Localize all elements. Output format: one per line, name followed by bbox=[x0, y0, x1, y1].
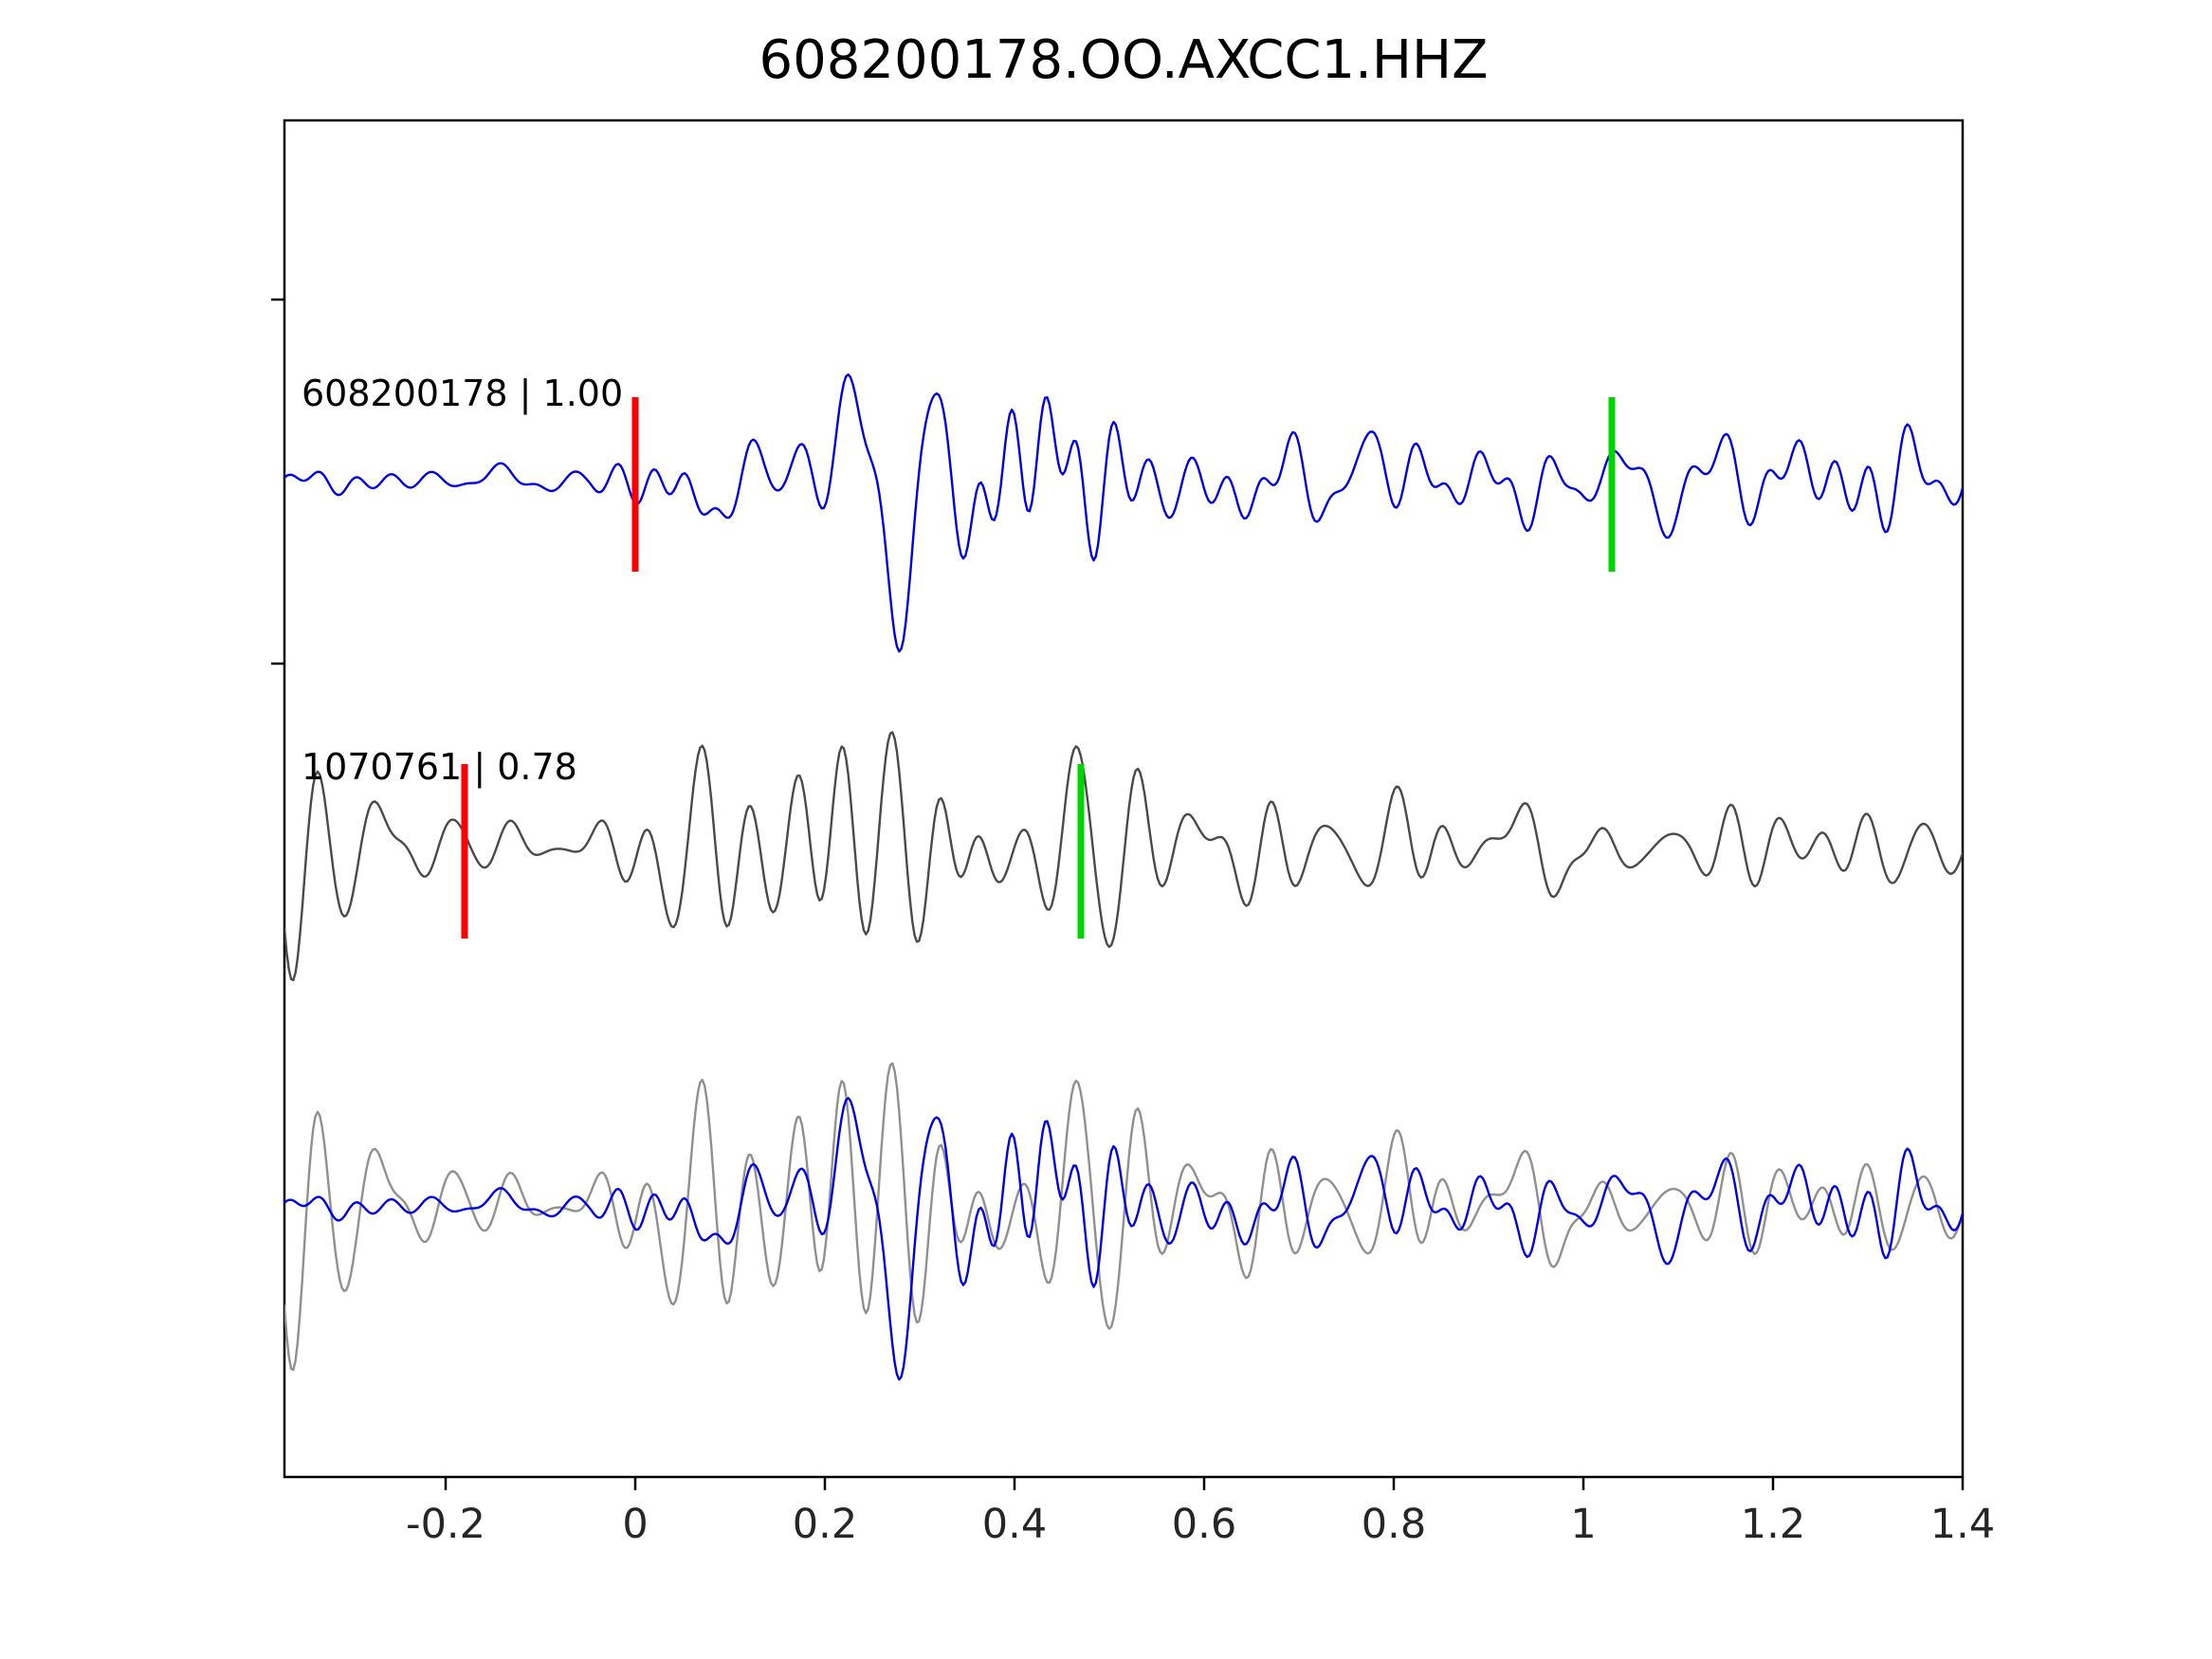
x-tick-label: 0 bbox=[622, 1501, 648, 1548]
x-tick-label: 1.2 bbox=[1741, 1501, 1805, 1548]
trace-608200178 bbox=[284, 373, 1963, 653]
x-tick-label: 1.4 bbox=[1930, 1501, 1995, 1548]
x-tick-label: -0.2 bbox=[406, 1501, 485, 1548]
x-tick-label: 0.6 bbox=[1172, 1501, 1236, 1548]
trace-1070761 bbox=[284, 731, 1963, 982]
plot-dynamic-layer: -0.2 0 0.2 0.4 0.6 0.8 1 1.2 1.4 bbox=[271, 298, 1995, 1548]
overlay-trace-608200178 bbox=[284, 1097, 1963, 1381]
x-tick-label: 1 bbox=[1570, 1501, 1596, 1548]
x-tick-label: 0.8 bbox=[1362, 1501, 1426, 1548]
trace-label-1070761: 1070761 | 0.78 bbox=[302, 746, 577, 789]
figure-title: 608200178.OO.AXCC1.HHZ bbox=[759, 29, 1489, 91]
x-tick-label: 0.2 bbox=[793, 1501, 857, 1548]
trace-label-608200178: 608200178 | 1.00 bbox=[302, 373, 623, 415]
x-tick-label: 0.4 bbox=[982, 1501, 1047, 1548]
traces-group bbox=[284, 373, 1963, 1381]
axes-box bbox=[283, 118, 1965, 1479]
